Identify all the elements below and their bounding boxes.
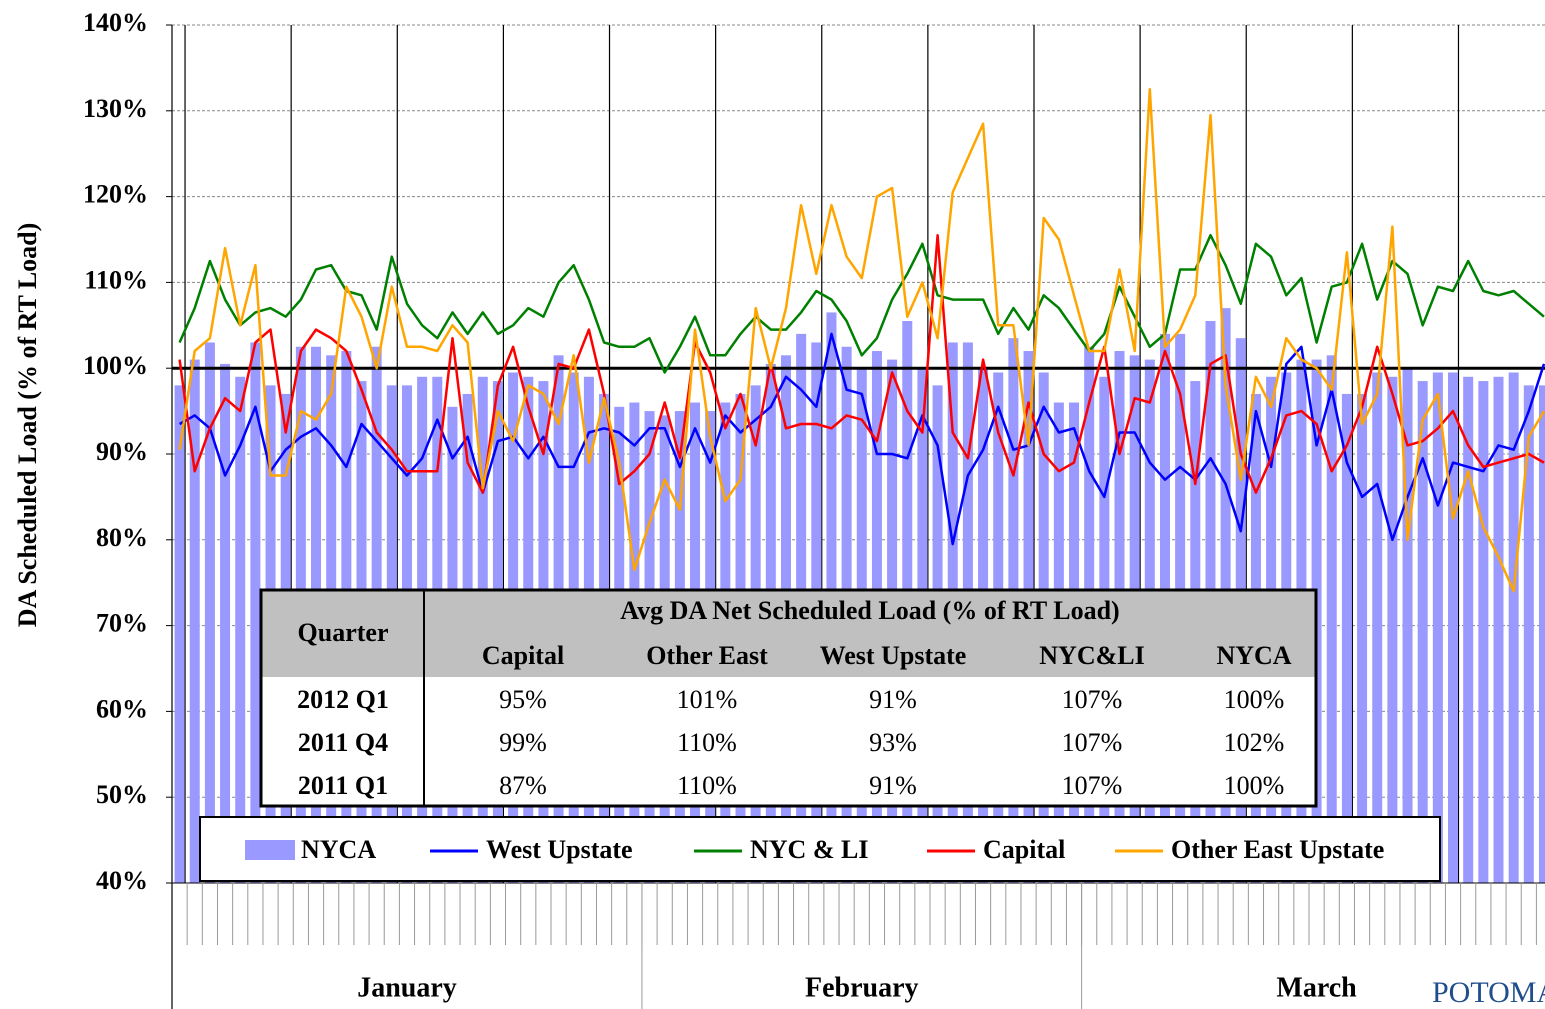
- bar: [1402, 368, 1413, 883]
- table-header-bg: [261, 590, 1316, 677]
- line: [178, 332, 1545, 546]
- table-cell: 91%: [869, 771, 917, 800]
- bar: [1417, 381, 1428, 883]
- bar: [1493, 376, 1504, 883]
- table-cell: 2011 Q1: [298, 771, 388, 800]
- x-group-label: February: [805, 972, 919, 1003]
- y-tick-label: 100%: [83, 351, 148, 380]
- y-tick-label: 130%: [83, 94, 148, 123]
- table-cell: 101%: [677, 685, 738, 714]
- bar: [1538, 385, 1545, 883]
- legend-label: NYCA: [301, 835, 376, 864]
- table-header: NYCA: [1216, 641, 1291, 670]
- table-cell: 99%: [499, 728, 547, 757]
- bar: [174, 385, 185, 883]
- x-group-label: March: [1276, 972, 1357, 1003]
- table-header: West Upstate: [820, 641, 967, 670]
- bar: [220, 363, 231, 883]
- y-tick-label: 40%: [96, 866, 148, 895]
- table-header: Quarter: [298, 618, 389, 647]
- table-header: NYC&LI: [1039, 641, 1144, 670]
- table-cell: 95%: [499, 685, 547, 714]
- bar: [1387, 376, 1398, 883]
- bar: [1478, 381, 1489, 883]
- table-cell: 2012 Q1: [297, 685, 389, 714]
- x-group-label: January: [357, 972, 457, 1003]
- bar: [1448, 372, 1459, 883]
- table-cell: 110%: [677, 728, 737, 757]
- y-tick-label: 80%: [96, 523, 148, 552]
- table-cell: 93%: [869, 728, 917, 757]
- watermark: POTOMA: [1432, 976, 1545, 1009]
- y-tick-label: 50%: [96, 780, 148, 809]
- bar: [1326, 355, 1337, 884]
- legend-label: Other East Upstate: [1171, 835, 1384, 864]
- y-tick-label: 140%: [83, 8, 148, 37]
- legend-label: NYC & LI: [750, 835, 868, 864]
- bar: [1523, 385, 1534, 883]
- bar: [204, 342, 215, 884]
- table-cell: 2011 Q4: [298, 728, 388, 757]
- table-cell: 91%: [869, 685, 917, 714]
- bar: [1508, 372, 1519, 883]
- y-tick-label: 120%: [83, 180, 148, 209]
- table-cell: 107%: [1062, 685, 1123, 714]
- legend-box: [199, 816, 1441, 882]
- table-header: Capital: [482, 641, 564, 670]
- table-border: [259, 588, 1318, 808]
- legend-swatch: [245, 840, 295, 860]
- bar: [1432, 372, 1443, 883]
- table-cell: 100%: [1224, 771, 1285, 800]
- bar: [1357, 393, 1368, 883]
- bar: [1341, 393, 1352, 883]
- table-cell: 102%: [1224, 728, 1285, 757]
- bar: [235, 376, 246, 883]
- line: [178, 233, 1545, 374]
- y-axis-title: DA Scheduled Load (% of RT Load): [13, 223, 42, 628]
- y-tick-label: 110%: [84, 265, 148, 294]
- bar: [189, 359, 200, 883]
- line: [178, 88, 1545, 593]
- legend-label: Capital: [983, 835, 1065, 864]
- table-title: Avg DA Net Scheduled Load (% of RT Load): [620, 596, 1119, 625]
- bar: [1372, 372, 1383, 883]
- bar: [250, 342, 261, 884]
- table-cell: 110%: [677, 771, 737, 800]
- y-tick-label: 70%: [96, 609, 148, 638]
- y-tick-label: 60%: [96, 694, 148, 723]
- table-header: Other East: [646, 641, 768, 670]
- table-cell: 87%: [499, 771, 547, 800]
- line: [178, 233, 1545, 494]
- legend-label: West Upstate: [486, 835, 633, 864]
- table-cell: 107%: [1062, 728, 1123, 757]
- bar: [1463, 376, 1474, 883]
- table-cell: 100%: [1224, 685, 1285, 714]
- y-tick-label: 90%: [96, 437, 148, 466]
- table-body-bg: [261, 677, 1316, 806]
- table-cell: 107%: [1062, 771, 1123, 800]
